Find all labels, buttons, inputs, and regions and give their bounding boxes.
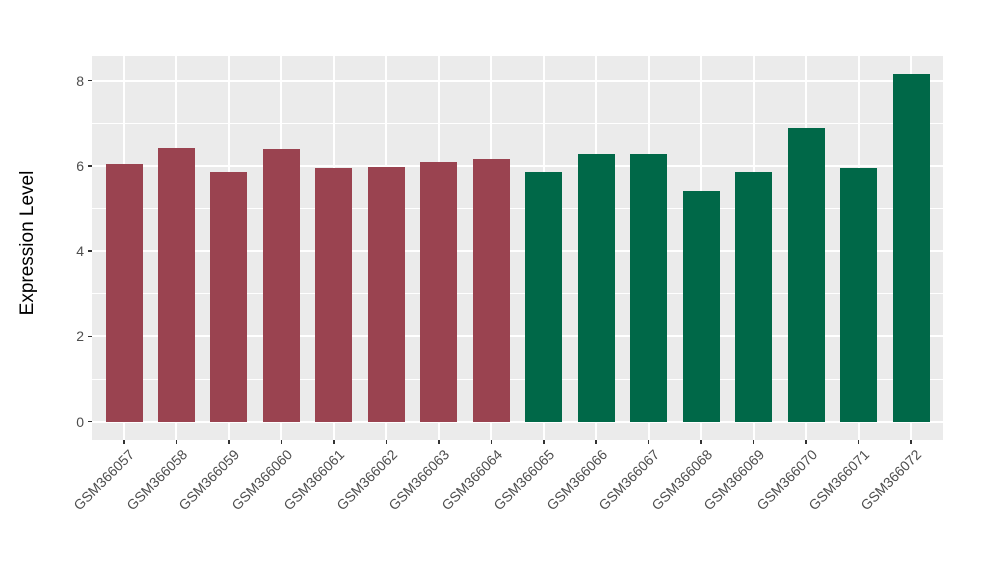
x-tick-mark-GSM366071 [857,440,860,444]
x-tick-mark-GSM366072 [910,440,912,444]
bar-GSM366062 [367,167,405,422]
y-tick-mark-4 [88,250,92,252]
gridline-major-y-8 [92,79,943,82]
gridline-major-y-6 [92,164,943,167]
gridline-major-y-0 [92,420,943,423]
bar-GSM366064 [472,159,510,422]
y-tick-label-6: 6 [76,157,84,174]
plot-panel [92,56,943,440]
x-tick-mark-GSM366067 [647,440,650,444]
y-axis-title: Expression Level [17,170,38,316]
x-tick-mark-GSM366065 [543,440,545,444]
bar-GSM366058 [157,147,195,422]
x-tick-mark-GSM366068 [700,440,702,444]
gridline-major-y-4 [92,250,943,253]
x-tick-mark-GSM366064 [490,440,493,444]
y-tick-mark-8 [88,79,92,82]
bar-GSM366060 [262,148,300,422]
bar-GSM366061 [315,167,353,422]
bar-GSM366065 [525,171,563,422]
y-tick-label-4: 4 [76,243,84,260]
y-tick-label-2: 2 [76,328,84,345]
x-tick-mark-GSM366060 [280,440,283,444]
y-tick-mark-2 [88,335,92,338]
x-tick-mark-GSM366063 [438,440,440,444]
gridline-major-y-2 [92,335,943,338]
gridline-minor-y-7 [92,122,943,124]
bar-GSM366069 [735,171,773,422]
bar-GSM366059 [210,171,248,422]
bar-GSM366071 [840,168,878,422]
x-tick-mark-GSM366070 [805,440,807,444]
gridline-minor-y-1 [92,378,943,380]
x-tick-mark-GSM366059 [228,440,230,444]
y-tick-mark-0 [88,420,92,423]
x-tick-mark-GSM366069 [752,440,755,444]
bar-GSM366067 [630,153,668,422]
x-tick-mark-GSM366061 [333,440,335,444]
gridline-minor-y-5 [92,208,943,210]
y-tick-label-8: 8 [76,72,84,89]
bar-GSM366057 [105,163,143,422]
gridline-minor-y-3 [92,293,943,295]
bar-GSM366066 [577,153,615,422]
y-tick-label-0: 0 [76,413,84,430]
bar-GSM366070 [787,128,825,422]
x-tick-mark-GSM366062 [385,440,388,444]
y-tick-mark-6 [88,165,92,167]
x-tick-mark-GSM366057 [123,440,125,444]
bar-GSM366063 [420,162,458,422]
bar-GSM366068 [682,191,720,422]
x-tick-mark-GSM366058 [175,440,178,444]
x-tick-mark-GSM366066 [595,440,597,444]
bar-GSM366072 [892,73,930,422]
